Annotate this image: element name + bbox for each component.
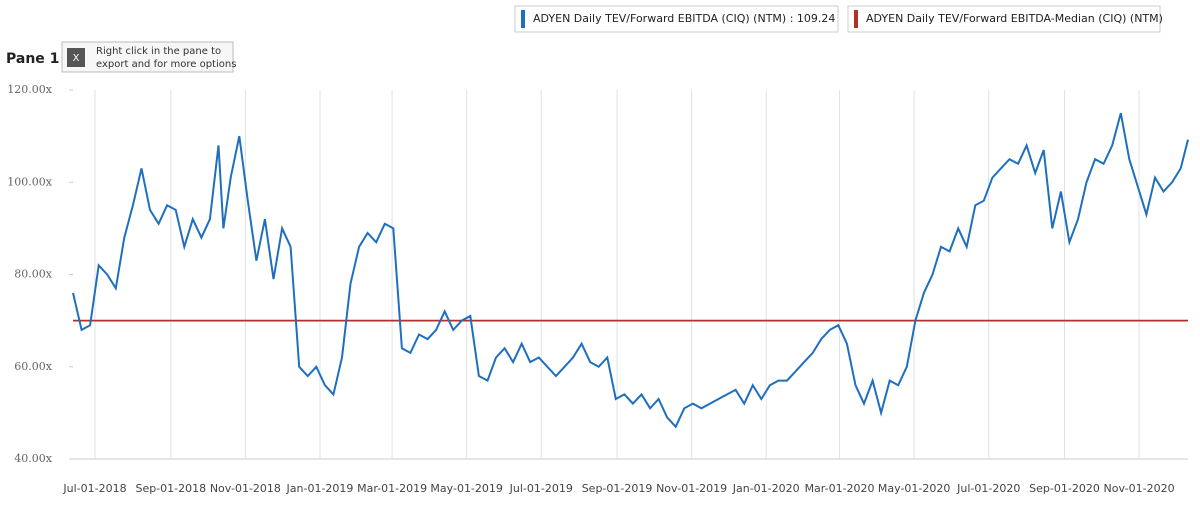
y-tick-label: 100.00x	[7, 175, 52, 188]
legend-swatch	[521, 10, 525, 28]
y-tick-label: 120.00x	[7, 83, 52, 96]
x-tick-label: May-01-2020	[878, 482, 950, 495]
legend-label: ADYEN Daily TEV/Forward EBITDA (CIQ) (NT…	[533, 12, 835, 25]
excel-icon-glyph: X	[73, 53, 80, 64]
x-tick-label: Mar-01-2019	[357, 482, 427, 495]
hint-text: Right click in the pane to	[96, 46, 221, 57]
legend-label: ADYEN Daily TEV/Forward EBITDA-Median (C…	[866, 12, 1163, 25]
x-tick-label: Nov-01-2019	[656, 482, 727, 495]
x-tick-label: Sep-01-2019	[582, 482, 653, 495]
excel-icon	[67, 48, 85, 67]
x-tick-label: Nov-01-2018	[210, 482, 281, 495]
hint-text: export and for more options	[96, 59, 236, 70]
y-tick-label: 40.00x	[14, 452, 52, 465]
pane-label: Pane 1	[6, 51, 59, 67]
x-tick-label: Sep-01-2018	[135, 482, 206, 495]
x-tick-label: Nov-01-2020	[1104, 482, 1175, 495]
legend-box	[847, 5, 1161, 33]
x-tick-label: Jul-01-2020	[956, 482, 1020, 495]
hint-box[interactable]	[61, 41, 234, 73]
x-tick-label: Jan-01-2020	[732, 482, 800, 495]
y-tick-label: 60.00x	[14, 360, 52, 373]
x-tick-label: Jul-01-2019	[509, 482, 573, 495]
series-line	[72, 112, 1189, 429]
legend-box	[514, 5, 839, 33]
x-tick-label: Mar-01-2020	[805, 482, 875, 495]
x-tick-label: Jan-01-2019	[286, 482, 354, 495]
legend-swatch	[854, 10, 858, 28]
x-tick-label: May-01-2019	[430, 482, 502, 495]
x-tick-label: Jul-01-2018	[62, 482, 126, 495]
x-tick-label: Sep-01-2020	[1029, 482, 1100, 495]
y-tick-label: 80.00x	[14, 268, 52, 281]
